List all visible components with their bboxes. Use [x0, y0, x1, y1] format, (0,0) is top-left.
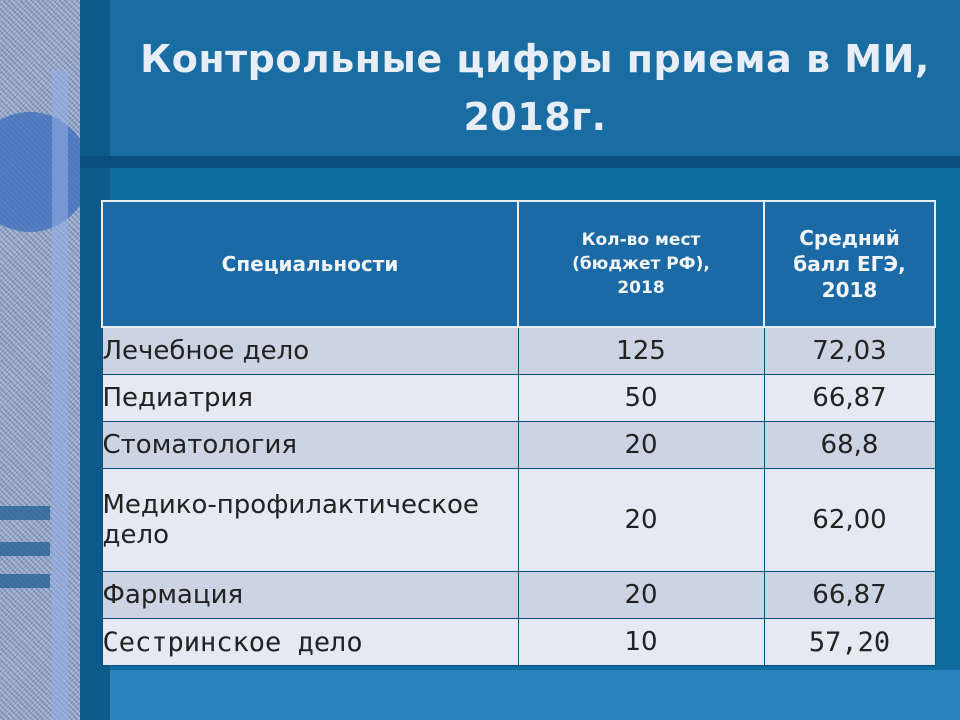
- header-score-line: балл ЕГЭ,: [793, 252, 906, 276]
- decorative-vertical-bar: [52, 70, 68, 720]
- bottom-band: [110, 670, 960, 720]
- places-count: 20: [517, 421, 765, 469]
- places-count: 20: [517, 571, 765, 619]
- header-places-line: 2018: [617, 278, 665, 298]
- header-specialty: Специальности: [101, 200, 519, 328]
- places-count: 50: [517, 374, 765, 422]
- places-count: 125: [517, 326, 765, 375]
- left-texture-strip: [0, 0, 80, 720]
- average-score: 66,87: [763, 374, 936, 422]
- header-score-line: Средний: [799, 226, 900, 250]
- specialty-name: Педиатрия: [101, 374, 519, 422]
- table-row: Лечебное дело 125 72,03: [101, 326, 936, 375]
- specialty-name: Сестринское дело: [101, 618, 519, 666]
- title-divider: [80, 156, 960, 168]
- header-score: Средний балл ЕГЭ, 2018: [763, 200, 936, 328]
- specialty-name: Медико-профилактическое дело: [101, 468, 519, 572]
- title-line-2: 2018г.: [463, 95, 607, 139]
- specialty-name: Стоматология: [101, 421, 519, 469]
- places-count: 10: [517, 618, 765, 666]
- average-score: 57,20: [763, 618, 936, 666]
- header-places: Кол-во мест (бюджет РФ), 2018: [517, 200, 765, 328]
- places-count: 20: [517, 468, 765, 572]
- header-places-line: (бюджет РФ),: [572, 254, 710, 274]
- admission-table: Специальности Кол-во мест (бюджет РФ), 2…: [101, 200, 936, 666]
- table-row: Сестринское дело 10 57,20: [101, 618, 936, 666]
- header-places-line: Кол-во мест: [581, 230, 701, 250]
- table-row: Фармация 20 66,87: [101, 571, 936, 619]
- header-score-line: 2018: [821, 278, 878, 302]
- average-score: 62,00: [763, 468, 936, 572]
- decorative-bar: [0, 542, 50, 556]
- slide-title: Контрольные цифры приема в МИ, 2018г.: [110, 30, 960, 146]
- table-row: Стоматология 20 68,8: [101, 421, 936, 469]
- average-score: 66,87: [763, 571, 936, 619]
- decorative-bar: [0, 506, 50, 520]
- specialty-name: Фармация: [101, 571, 519, 619]
- title-line-1: Контрольные цифры приема в МИ,: [140, 37, 930, 81]
- table-row: Медико-профилактическое дело 20 62,00: [101, 468, 936, 572]
- table-header-row: Специальности Кол-во мест (бюджет РФ), 2…: [101, 200, 936, 328]
- decorative-bar: [0, 574, 50, 588]
- average-score: 68,8: [763, 421, 936, 469]
- average-score: 72,03: [763, 326, 936, 375]
- table-row: Педиатрия 50 66,87: [101, 374, 936, 422]
- specialty-name: Лечебное дело: [101, 326, 519, 375]
